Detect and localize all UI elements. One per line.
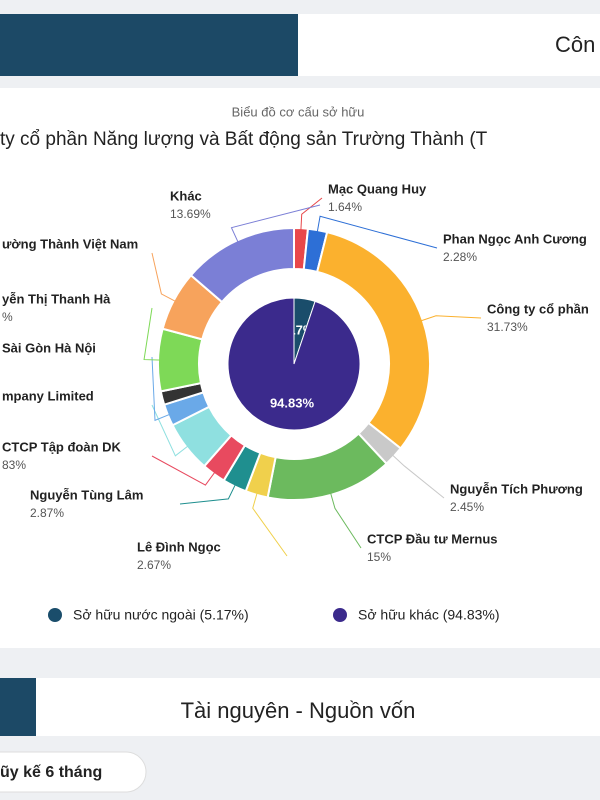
section-block (0, 678, 36, 736)
leader-line (418, 315, 482, 322)
header-block (0, 14, 298, 76)
legend-label: Sở hữu nước ngoài (5.17%) (73, 607, 249, 623)
header-title: Côn (555, 32, 595, 57)
leader-line (300, 197, 323, 233)
segment-label: Lê Đình Ngọc (137, 539, 221, 554)
leader-line (179, 482, 237, 505)
leader-line (230, 204, 321, 245)
leader-line (316, 215, 438, 249)
segment-value-label: 31.73% (487, 320, 528, 334)
leader-line (390, 453, 445, 499)
segment-value-label: 2.67% (137, 558, 171, 572)
leader-line (143, 307, 163, 361)
segment-value-label: 2.28% (443, 250, 477, 264)
chart-title: ty cổ phần Năng lượng và Bất động sản Tr… (0, 129, 488, 150)
segment-label: Nguyễn Tùng Lâm (30, 487, 143, 502)
leader-line (151, 356, 172, 422)
segment-label: CTCP Tập đoàn DK (2, 439, 122, 454)
segment-label: Công ty cổ phần (487, 301, 589, 316)
legend-label: Sở hữu khác (94.83%) (358, 607, 500, 623)
segment-label: Mạc Quang Huy (328, 181, 427, 196)
segment-label: Khác (170, 188, 202, 203)
inner-segment (227, 297, 361, 431)
chart-subtitle: Biểu đồ cơ cấu sở hữu (232, 104, 365, 119)
legend-swatch (333, 608, 347, 622)
segment-label: ường Thành Việt Nam (2, 236, 138, 251)
period-button[interactable] (0, 751, 147, 793)
segment-value-label: 1.64% (328, 200, 362, 214)
segment-value-label: 13.69% (170, 207, 211, 221)
section-bar (0, 678, 600, 736)
inner-value-label: 94.83% (270, 395, 315, 410)
leader-line (329, 490, 362, 549)
segment-value-label: 83% (2, 458, 26, 472)
leader-line (252, 490, 288, 557)
segment-label: Sài Gòn Hà Nội (2, 340, 96, 355)
segment-value-label: 2.87% (30, 506, 64, 520)
segment-label: CTCP Đầu tư Mernus (367, 531, 498, 546)
legend-swatch (48, 608, 62, 622)
segment-value-label: % (2, 310, 13, 324)
leader-line (151, 252, 178, 303)
segment-label: Phan Ngọc Anh Cương (443, 231, 587, 246)
segment-label: yễn Thị Thanh Hà (2, 291, 111, 306)
period-button-label[interactable]: ũy kế 6 tháng (0, 764, 102, 781)
segment-value-label: 2.45% (450, 500, 484, 514)
leader-line (151, 404, 190, 457)
leader-line (151, 455, 217, 486)
segment-value-label: 15% (367, 550, 391, 564)
donut-segment (189, 226, 295, 304)
section-title: Tài nguyên - Nguồn vốn (181, 698, 416, 723)
segment-label: mpany Limited (2, 388, 94, 403)
segment-label: Nguyễn Tích Phương (450, 481, 583, 496)
